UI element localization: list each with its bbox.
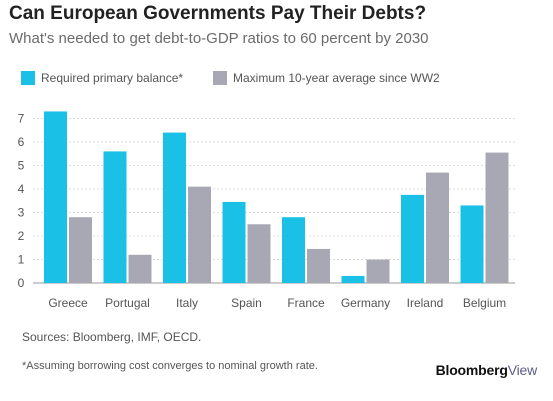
bar-required-primary-balance	[44, 111, 67, 283]
source-note: Sources: Bloomberg, IMF, OECD.	[22, 330, 202, 344]
x-category-label: Portugal	[105, 296, 150, 310]
bar-maximum-10-year-average	[128, 254, 152, 283]
bar-required-primary-balance	[222, 201, 246, 283]
bar-required-primary-balance	[163, 132, 186, 283]
x-category-label: Ireland	[407, 296, 444, 310]
brand-main: Bloomberg	[435, 362, 508, 378]
bar-required-primary-balance	[401, 194, 424, 283]
x-category-label: Spain	[231, 296, 262, 310]
y-tick-label: 4	[18, 182, 25, 196]
bar-maximum-10-year-average	[366, 259, 390, 283]
bar-required-primary-balance	[460, 205, 484, 283]
y-tick-label: 0	[18, 276, 25, 290]
y-tick-label: 1	[18, 253, 25, 267]
bloomberg-view-logo: BloombergView	[435, 362, 538, 378]
footnote: *Assuming borrowing cost converges to no…	[22, 360, 318, 372]
x-category-label: Italy	[176, 296, 198, 310]
y-tick-label: 2	[18, 229, 25, 243]
bar-required-primary-balance	[103, 151, 127, 283]
bar-chart: 0 1 2 3 4 5 6 7 Greece Portugal Italy Spain France Ge…	[18, 111, 515, 310]
legend-item-required-primary-balance: Required primary balance*	[21, 70, 183, 86]
y-tick-label: 5	[18, 159, 25, 173]
bar-maximum-10-year-average	[485, 152, 509, 283]
y-tick-label: 6	[18, 135, 25, 149]
legend-label-required: Required primary balance*	[41, 71, 184, 85]
legend-item-maximum-10-year-average: Maximum 10-year average since WW2	[213, 70, 440, 86]
brand-accent: View	[507, 362, 537, 378]
legend-label-maximum: Maximum 10-year average since WW2	[233, 71, 440, 85]
bar-maximum-10-year-average	[247, 224, 271, 283]
y-tick-label: 3	[18, 206, 25, 220]
bar-maximum-10-year-average	[69, 217, 92, 283]
bar-maximum-10-year-average	[307, 248, 330, 283]
bar-required-primary-balance	[341, 275, 365, 283]
x-category-label: Germany	[341, 296, 390, 310]
y-tick-label: 7	[18, 112, 25, 126]
legend-swatch-maximum	[213, 71, 227, 85]
bar-required-primary-balance	[282, 217, 305, 283]
chart-subtitle: What's needed to get debt-to-GDP ratios …	[9, 30, 429, 47]
chart-title: Can European Governments Pay Their Debts…	[9, 3, 427, 24]
x-category-label: Belgium	[463, 296, 506, 310]
x-category-label: France	[287, 296, 325, 310]
bar-maximum-10-year-average	[188, 186, 211, 283]
x-category-label: Greece	[48, 296, 88, 310]
bar-maximum-10-year-average	[426, 172, 449, 283]
legend-swatch-required	[21, 71, 35, 85]
